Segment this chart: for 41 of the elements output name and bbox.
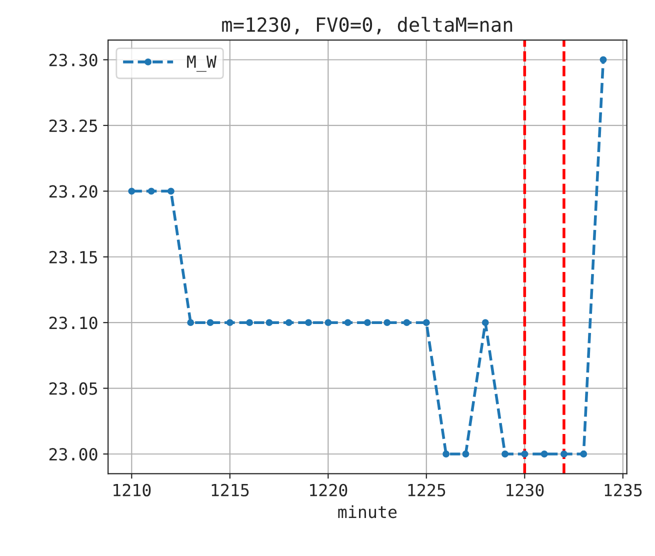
point [580, 450, 588, 458]
x-tick-label: 1230 [506, 484, 544, 496]
x-tick-label: 1225 [408, 484, 446, 496]
point [246, 319, 254, 326]
point [324, 319, 332, 326]
point [560, 450, 568, 458]
y-tick-label: 23.30 [49, 54, 98, 66]
point [403, 319, 410, 326]
x-tick-label: 1215 [212, 484, 249, 496]
point [206, 319, 214, 326]
point [502, 450, 508, 458]
y-tick-label: 23.05 [49, 382, 98, 395]
x-tick-label: 1210 [114, 484, 151, 496]
point [600, 56, 607, 64]
y-tick-label: 23.10 [49, 316, 98, 330]
chart-title: m=1230, FV0=0, deltaM=nan [222, 16, 512, 34]
point [285, 319, 292, 326]
point [128, 188, 136, 195]
point [344, 319, 352, 326]
legend-label: M_W [187, 56, 217, 72]
point [442, 450, 450, 458]
point [364, 319, 371, 326]
point [305, 319, 312, 326]
point [521, 450, 528, 458]
y-tick-label: 23.15 [49, 250, 98, 264]
x-tick-label: 1235 [604, 484, 642, 496]
x-axis-title: minute [338, 505, 397, 518]
point [422, 319, 430, 326]
x-tick-label: 1220 [310, 484, 348, 496]
point [148, 188, 155, 195]
y-tick-label: 23.25 [49, 119, 98, 132]
point [384, 319, 391, 326]
point [540, 450, 548, 458]
y-tick-label: 23.20 [49, 185, 98, 198]
point [187, 319, 194, 326]
point [266, 319, 273, 326]
point [226, 319, 234, 326]
y-tick-label: 23.00 [49, 448, 98, 461]
point [482, 319, 489, 326]
point [167, 188, 174, 195]
point [462, 450, 470, 458]
